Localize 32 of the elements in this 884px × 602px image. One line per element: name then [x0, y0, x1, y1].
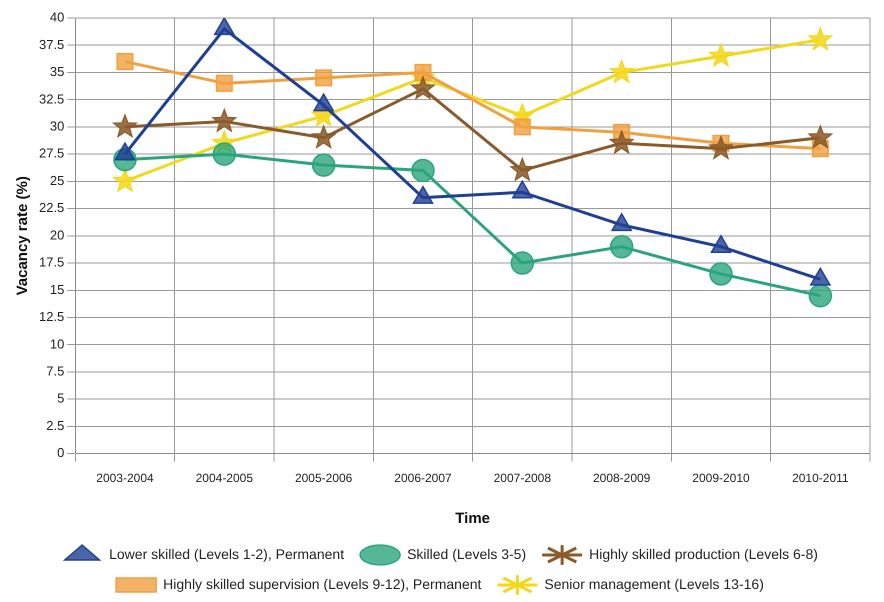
- y-tick-label: 0: [57, 445, 64, 460]
- y-tick-label: 27.5: [38, 146, 64, 161]
- y-tick-label: 12.5: [38, 309, 64, 324]
- y-tick-label: 17.5: [38, 254, 64, 270]
- y-tick-label: 7.5: [46, 364, 64, 379]
- x-tick-label: 2009-2010: [692, 471, 750, 486]
- x-tick-label: 2007-2008: [494, 471, 552, 486]
- legend-label: Senior management (Levels 13-16): [544, 576, 764, 592]
- y-tick-label: 30: [50, 118, 64, 134]
- y-tick-label: 35: [50, 64, 64, 80]
- x-tick-label: 2006-2007: [394, 471, 452, 486]
- y-tick-label: 22.5: [38, 200, 64, 216]
- y-tick-label: 40: [50, 10, 64, 25]
- y-tick-label: 15: [50, 282, 64, 297]
- x-tick-label: 2004-2005: [196, 471, 254, 486]
- y-tick-label: 25: [50, 172, 64, 188]
- x-tick-label: 2005-2006: [294, 471, 353, 486]
- y-tick-label: 5: [57, 390, 64, 406]
- x-tick-label: 2008-2009: [592, 471, 651, 486]
- legend-label: Highly skilled production (Levels 6-8): [589, 546, 818, 562]
- legend-label: Lower skilled (Levels 1-2), Permanent: [109, 546, 344, 562]
- x-tick-label: 2003-2004: [96, 471, 154, 486]
- y-tick-label: 32.5: [38, 91, 64, 106]
- y-tick-label: 37.5: [38, 36, 64, 52]
- legend-label: Highly skilled supervision (Levels 9-12), Permanent: [163, 576, 482, 592]
- y-tick-label: 2.5: [46, 418, 64, 433]
- y-tick-label: 10: [50, 336, 64, 352]
- y-tick-label: 20: [50, 227, 64, 242]
- x-tick-label: 2010-2011: [792, 471, 849, 486]
- x-axis-title: Time: [455, 510, 490, 528]
- legend-label: Skilled (Levels 3-5): [407, 546, 526, 562]
- y-axis-title: Vacancy rate (%): [14, 176, 32, 296]
